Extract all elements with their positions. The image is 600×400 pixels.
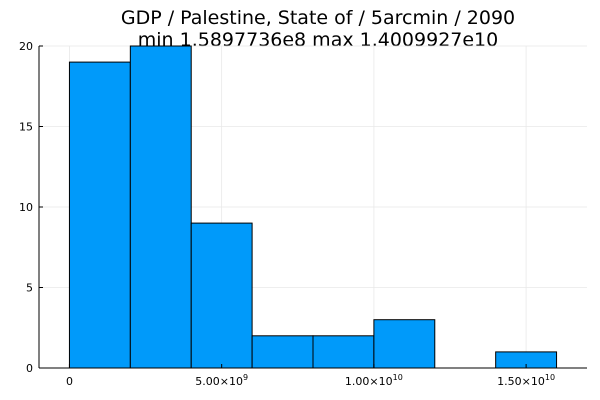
y-tick-label-3: 15	[19, 121, 33, 134]
tick-labels: 0 5 10 15 20 0 5.00×109 1.00×1010 1.50×1010	[19, 40, 555, 388]
histogram-bar-4	[312, 335, 375, 369]
y-tick-label-1: 5	[26, 282, 33, 295]
x-tick-label-0: 0	[66, 375, 73, 388]
y-tick-label-4: 20	[19, 40, 33, 53]
histogram-bar-2	[190, 222, 253, 369]
histogram-bars	[68, 45, 558, 369]
y-tick-label-0: 0	[26, 362, 33, 375]
axes	[38, 45, 587, 369]
histogram-bar-0	[68, 61, 131, 369]
x-tick-label-3: 1.50×1010	[497, 373, 555, 388]
x-tick-label-2: 1.00×1010	[345, 373, 403, 388]
histogram-bar-3	[251, 335, 314, 369]
histogram-bar-5	[373, 319, 436, 369]
histogram-bar-1	[129, 45, 192, 369]
x-tick-label-1: 5.00×109	[195, 373, 248, 388]
chart-title-line-1: GDP / Palestine, State of / 5arcmin / 20…	[121, 7, 515, 29]
chart-title-line-2: min 1.5897736e8 max 1.4009927e10	[138, 29, 498, 51]
y-tick-label-2: 10	[19, 201, 33, 214]
